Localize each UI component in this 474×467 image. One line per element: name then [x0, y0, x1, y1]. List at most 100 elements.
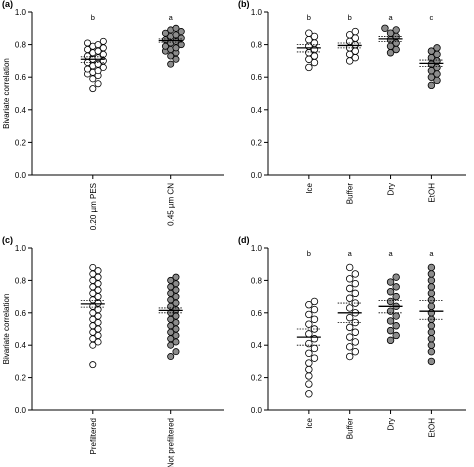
data-point: [305, 310, 313, 319]
y-tick-label: 1.0: [15, 8, 27, 17]
data-point: [427, 347, 436, 356]
data-point: [386, 288, 395, 296]
data-point: [351, 279, 360, 288]
chart-panel-1: (a) 0.0 0.2 0.4 0.6 0.8 1.0 Bivariate correlati…: [2, 0, 224, 230]
data-point: [427, 270, 436, 278]
data-point: [177, 28, 185, 36]
data-point: [305, 29, 313, 37]
data-point: [305, 380, 313, 388]
data-point: [346, 284, 354, 293]
y-tick-label: 0.4: [15, 341, 27, 350]
data-point: [346, 323, 354, 332]
data-point: [346, 275, 354, 283]
y-tick-label: 0.0: [15, 406, 27, 415]
data-point: [392, 26, 400, 34]
y-tick-label: 0.4: [251, 341, 263, 350]
x-tick-label: 0.20 µm PES: [89, 183, 98, 230]
data-point: [351, 270, 360, 278]
y-tick-label: 0.8: [251, 276, 263, 285]
data-point: [305, 330, 313, 338]
data-point: [161, 29, 169, 37]
y-tick-label: 1.0: [15, 244, 27, 253]
x-tick-label: EtOH: [427, 183, 436, 203]
y-axis-label: Bivariate correlation: [2, 294, 11, 365]
y-tick-label: 0.0: [251, 171, 263, 180]
data-point: [346, 352, 354, 361]
significance-letter: a: [348, 249, 353, 258]
data-point: [167, 60, 175, 68]
data-point: [167, 276, 175, 284]
y-tick-label: 0.2: [251, 138, 263, 147]
data-point: [427, 309, 436, 317]
data-point: [89, 263, 97, 271]
data-point: [305, 349, 313, 357]
x-tick-label: Ice: [305, 182, 314, 193]
data-point: [427, 328, 436, 336]
data-point: [381, 24, 389, 32]
panel-label: (d): [238, 235, 250, 245]
data-point: [305, 301, 313, 309]
data-point: [172, 273, 180, 281]
data-point: [310, 335, 319, 343]
chart-panel-3: (c) 0.0 0.2 0.4 0.6 0.8 1.0 Bivariate correlati…: [2, 235, 224, 467]
x-tick-label: Buffer: [346, 418, 355, 440]
y-tick-label: 0.2: [251, 374, 263, 383]
y-tick-label: 0.8: [15, 276, 27, 285]
significance-letter: a: [388, 249, 393, 258]
data-point: [427, 263, 436, 272]
data-point: [351, 27, 360, 36]
data-point: [427, 357, 436, 366]
y-tick-label: 0.6: [15, 73, 27, 82]
y-tick-label: 0.0: [15, 171, 27, 180]
y-tick-label: 0.6: [15, 309, 27, 318]
data-point: [167, 353, 175, 361]
data-point: [386, 297, 395, 306]
y-tick-label: 0.2: [15, 138, 27, 147]
data-point: [346, 333, 354, 341]
y-tick-label: 0.4: [15, 106, 27, 115]
data-point: [427, 335, 436, 343]
data-point: [305, 320, 313, 328]
data-point: [351, 328, 360, 336]
data-point: [427, 296, 436, 304]
x-tick-label: 0.45 µm CN: [167, 183, 176, 226]
panel-label: (c): [2, 235, 13, 245]
data-point: [392, 292, 400, 301]
x-tick-label: Dry: [387, 418, 396, 430]
x-tick-label: EtOH: [427, 418, 436, 438]
data-point: [392, 273, 400, 281]
y-tick-label: 0.2: [15, 374, 27, 383]
data-point: [89, 361, 97, 369]
y-tick-label: 1.0: [251, 244, 263, 253]
data-point: [392, 331, 400, 340]
significance-letter: b: [307, 249, 311, 258]
panel-label: (b): [238, 0, 250, 9]
y-tick-label: 0.6: [251, 309, 263, 318]
data-point: [427, 302, 436, 311]
data-point: [99, 37, 107, 45]
y-tick-label: 1.0: [251, 8, 263, 17]
data-point: [427, 289, 436, 298]
data-point: [310, 305, 319, 314]
y-tick-label: 0.6: [251, 73, 263, 82]
data-point: [172, 348, 180, 356]
data-point: [310, 32, 319, 41]
data-point: [305, 63, 313, 72]
significance-letter: a: [169, 13, 174, 22]
data-point: [305, 390, 313, 398]
x-tick-label: Dry: [387, 183, 396, 195]
significance-letter: c: [430, 13, 434, 22]
data-point: [392, 312, 400, 320]
data-point: [351, 289, 360, 298]
data-point: [392, 283, 400, 291]
data-point: [427, 341, 436, 349]
significance-letter: a: [388, 13, 393, 22]
x-tick-label: Prefiltered: [89, 418, 98, 454]
chart-panel-2: (b) 0.0 0.2 0.4 0.6 0.8 1.0 b Ice b Buffer a Dry c EtO…: [238, 0, 466, 204]
data-point: [310, 297, 319, 306]
data-point: [305, 339, 313, 348]
data-point: [386, 336, 395, 345]
data-point: [351, 347, 360, 356]
y-tick-label: 0.8: [251, 41, 263, 50]
